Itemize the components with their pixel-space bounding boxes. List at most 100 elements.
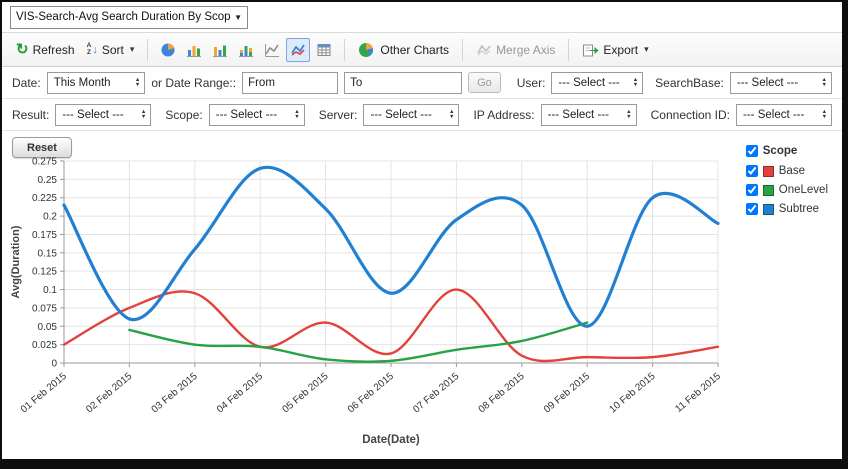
export-button[interactable]: Export ▾ bbox=[576, 38, 654, 62]
result-label: Result: bbox=[12, 107, 50, 122]
other-charts-button[interactable]: Other Charts bbox=[352, 38, 455, 62]
svg-text:04 Feb 2015: 04 Feb 2015 bbox=[215, 371, 265, 416]
legend-subtree-checkbox[interactable] bbox=[745, 203, 758, 215]
svg-text:08 Feb 2015: 08 Feb 2015 bbox=[477, 371, 527, 416]
server-select[interactable]: --- Select --- ▲ ▼ bbox=[363, 103, 460, 126]
grouped-bar-chart-button[interactable] bbox=[208, 38, 232, 62]
legend-item-onelevel[interactable]: OneLevel bbox=[745, 184, 828, 196]
toolbar-separator bbox=[462, 38, 464, 61]
legend-title: Scope bbox=[762, 145, 798, 157]
filter-row-2: Result: --- Select --- ▲ ▼ Scope: --- Sel… bbox=[2, 99, 842, 131]
go-button[interactable]: Go bbox=[468, 72, 501, 93]
bar-chart-icon bbox=[187, 45, 202, 57]
date-from-input[interactable] bbox=[242, 71, 339, 94]
legend-base-checkbox[interactable] bbox=[745, 165, 758, 177]
searchbase-select[interactable]: --- Select --- ▲ ▼ bbox=[729, 71, 832, 94]
spinner-icon: ▲ ▼ bbox=[821, 108, 828, 120]
other-charts-label: Other Charts bbox=[380, 42, 450, 57]
svg-text:0.225: 0.225 bbox=[32, 193, 57, 204]
scope-select[interactable]: --- Select --- ▲ ▼ bbox=[208, 103, 305, 126]
reset-button[interactable]: Reset bbox=[12, 137, 72, 158]
svg-text:0: 0 bbox=[51, 359, 57, 370]
refresh-icon: ↻ bbox=[16, 40, 29, 58]
legend-base-label: Base bbox=[778, 165, 805, 177]
export-label: Export bbox=[603, 42, 639, 57]
legend-header: Scope bbox=[745, 145, 828, 157]
user-label: User: bbox=[516, 75, 546, 90]
pie3d-chart-icon bbox=[161, 42, 175, 56]
subtree-color-swatch bbox=[762, 203, 774, 215]
spinner-icon: ▲ ▼ bbox=[632, 76, 639, 88]
line-chart-button[interactable] bbox=[286, 37, 311, 62]
date-select[interactable]: This Month ▲ ▼ bbox=[46, 71, 146, 94]
report-selector-row: VIS-Search-Avg Search Duration By Scop ▼ bbox=[2, 2, 842, 33]
chevron-down-icon: ▾ bbox=[129, 44, 135, 54]
line-chart-icon bbox=[291, 44, 306, 56]
connection-id-select[interactable]: --- Select --- ▲ ▼ bbox=[736, 103, 833, 126]
scope-label: Scope: bbox=[165, 107, 203, 122]
chart-legend: Scope Base OneLevel Subtree bbox=[745, 145, 828, 222]
export-icon bbox=[583, 44, 599, 56]
date-range-label: or Date Range:: bbox=[151, 75, 237, 90]
chart-wrap: 0 0.025 0.05 0.075 0.1 0.125 0.15 0.175 0.2 0.225… bbox=[6, 149, 734, 456]
date-to-input[interactable] bbox=[344, 71, 463, 94]
svg-text:Date(Date): Date(Date) bbox=[362, 434, 420, 446]
grouped-bar-chart-icon bbox=[213, 45, 228, 57]
searchbase-label: SearchBase: bbox=[655, 75, 724, 90]
chevron-down-icon: ▾ bbox=[644, 44, 649, 54]
svg-text:10 Feb 2015: 10 Feb 2015 bbox=[607, 371, 657, 416]
ip-address-label: IP Address: bbox=[473, 107, 535, 122]
spinner-icon: ▲ ▼ bbox=[449, 108, 455, 120]
pie3d-chart-button[interactable] bbox=[156, 38, 180, 62]
merge-axis-button[interactable]: Merge Axis bbox=[470, 38, 561, 62]
merge-axis-icon bbox=[477, 44, 491, 56]
merge-axis-label: Merge Axis bbox=[496, 42, 556, 57]
spinner-icon: ▲ ▼ bbox=[140, 108, 147, 120]
svg-text:Avg(Duration): Avg(Duration) bbox=[10, 225, 22, 298]
svg-text:11 Feb 2015: 11 Feb 2015 bbox=[673, 371, 723, 415]
svg-text:09 Feb 2015: 09 Feb 2015 bbox=[542, 371, 592, 416]
spinner-icon: ▲ ▼ bbox=[821, 76, 827, 88]
stacked-bar-chart-icon bbox=[239, 45, 254, 57]
svg-text:0.175: 0.175 bbox=[32, 230, 57, 241]
toolbar-separator bbox=[147, 38, 149, 61]
refresh-button[interactable]: ↻ Refresh bbox=[10, 39, 81, 61]
legend-item-subtree[interactable]: Subtree bbox=[745, 203, 828, 215]
table-view-icon bbox=[317, 43, 331, 56]
user-select[interactable]: --- Select --- ▲ ▼ bbox=[551, 71, 644, 94]
area-line-chart-button[interactable] bbox=[260, 38, 284, 62]
stacked-bar-chart-button[interactable] bbox=[234, 38, 258, 62]
onelevel-color-swatch bbox=[762, 184, 774, 196]
svg-text:0.1: 0.1 bbox=[43, 285, 57, 296]
svg-text:07 Feb 2015: 07 Feb 2015 bbox=[411, 371, 461, 416]
chart-canvas: 0 0.025 0.05 0.075 0.1 0.125 0.15 0.175 0.2 0.225… bbox=[10, 157, 723, 447]
svg-text:0.125: 0.125 bbox=[32, 267, 57, 278]
legend-scope-checkbox[interactable] bbox=[745, 145, 758, 157]
legend-onelevel-label: OneLevel bbox=[778, 184, 828, 196]
sort-label: Sort bbox=[101, 42, 124, 57]
svg-text:02 Feb 2015: 02 Feb 2015 bbox=[84, 371, 134, 416]
result-select[interactable]: --- Select --- ▲ ▼ bbox=[55, 103, 152, 126]
bar-chart-button[interactable] bbox=[182, 38, 206, 62]
table-view-button[interactable] bbox=[312, 38, 336, 62]
legend-onelevel-checkbox[interactable] bbox=[745, 184, 758, 196]
svg-text:05 Feb 2015: 05 Feb 2015 bbox=[280, 371, 330, 416]
spinner-icon: ▲ ▼ bbox=[134, 76, 141, 88]
svg-text:0.25: 0.25 bbox=[38, 175, 58, 186]
chart-section: Reset 0 0.025 0.05 0.075 0.1 0.125 0.15 0.175 0.… bbox=[2, 131, 842, 459]
server-label: Server: bbox=[318, 107, 358, 122]
legend-subtree-label: Subtree bbox=[778, 203, 820, 215]
report-select[interactable]: VIS-Search-Avg Search Duration By Scop ▼ bbox=[10, 5, 248, 29]
svg-text:0.025: 0.025 bbox=[32, 340, 57, 351]
legend-item-base[interactable]: Base bbox=[745, 165, 828, 177]
svg-text:0.2: 0.2 bbox=[43, 212, 57, 223]
filter-row-1: Date: This Month ▲▼ or Date Range:: Go U… bbox=[2, 67, 842, 99]
svg-text:0.075: 0.075 bbox=[32, 303, 57, 314]
spinner-icon: ▲ ▼ bbox=[294, 108, 300, 120]
ip-address-select[interactable]: --- Select --- ▲ ▼ bbox=[540, 103, 637, 126]
other-charts-icon bbox=[359, 42, 374, 57]
dropdown-arrow-icon: ▼ bbox=[234, 12, 242, 22]
